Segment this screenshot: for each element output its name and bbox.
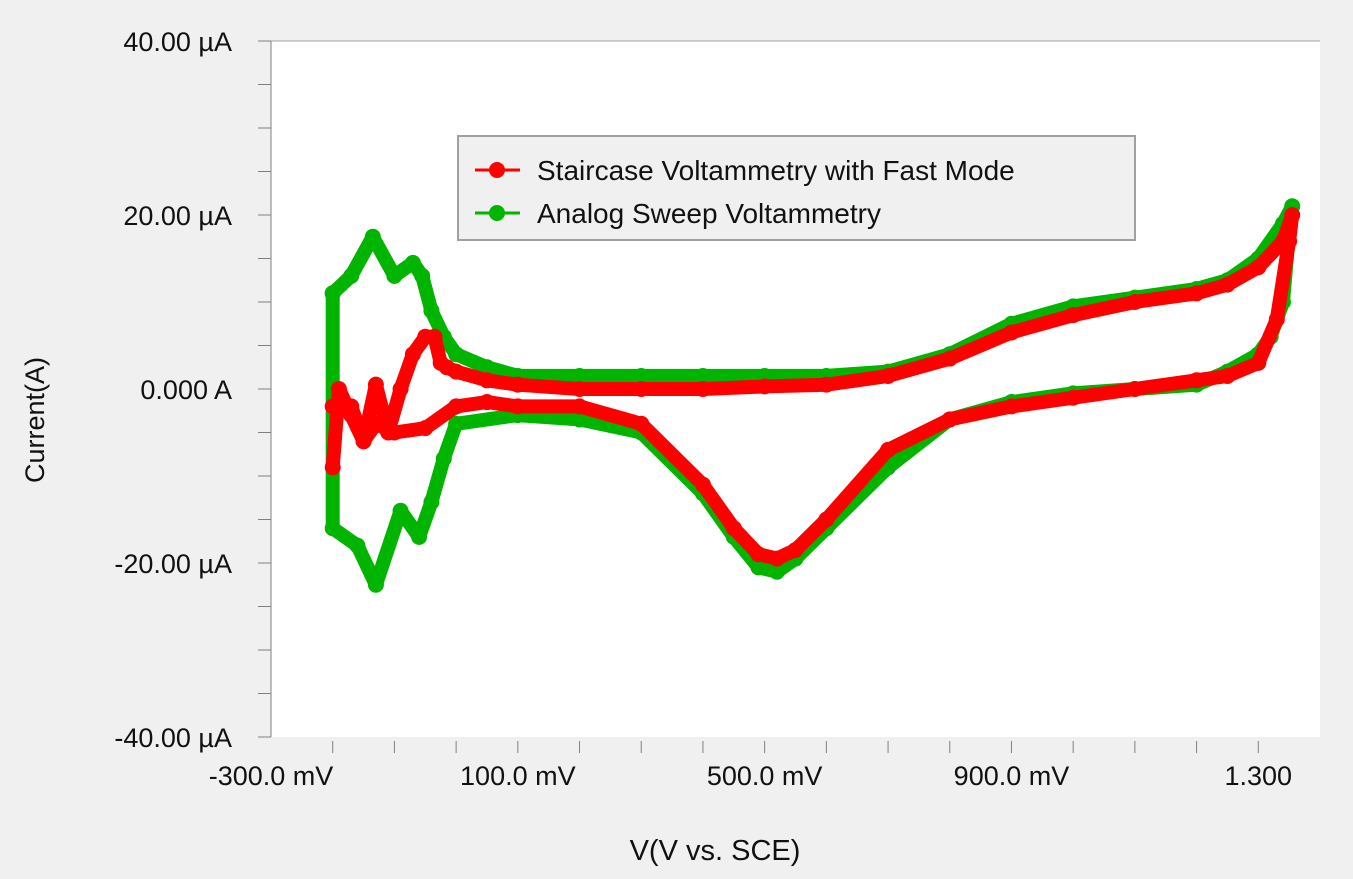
data-point — [355, 433, 372, 450]
data-point — [364, 228, 381, 245]
legend-marker-staircase — [489, 162, 505, 178]
data-point — [386, 267, 403, 284]
data-point — [1126, 294, 1143, 310]
legend-label-analog: Analog Sweep Voltammetry — [537, 198, 881, 229]
data-point — [1003, 398, 1020, 415]
data-point — [478, 394, 495, 411]
data-point — [1284, 207, 1301, 223]
data-point — [1219, 367, 1236, 384]
x-tick-label: 900.0 mV — [954, 761, 1070, 791]
data-point — [324, 285, 341, 302]
data-point — [750, 559, 767, 576]
data-point — [324, 459, 341, 476]
data-point — [448, 346, 465, 363]
data-point — [768, 563, 785, 580]
data-point — [571, 411, 588, 428]
data-point — [417, 420, 434, 437]
legend-marker-analog — [489, 205, 505, 221]
legend-box — [457, 135, 1136, 241]
x-tick-label: 100.0 mV — [460, 761, 576, 791]
data-point — [367, 415, 384, 432]
data-point — [1065, 307, 1082, 324]
data-point — [818, 511, 835, 528]
x-tick-label: -300.0 mV — [209, 761, 334, 791]
data-point — [435, 450, 452, 467]
data-point — [367, 576, 384, 593]
x-tick-label: 500.0 mV — [707, 761, 823, 791]
data-point — [392, 502, 409, 519]
data-point — [1250, 354, 1267, 371]
data-point — [411, 528, 428, 545]
data-point — [1003, 324, 1020, 341]
data-point — [1268, 311, 1285, 328]
data-point — [404, 254, 421, 271]
data-point — [1065, 389, 1082, 406]
y-tick-label: 0.000 A — [140, 375, 232, 405]
data-point — [571, 398, 588, 415]
data-point — [448, 363, 465, 380]
data-point — [343, 267, 360, 284]
data-point — [448, 415, 465, 432]
data-point — [1219, 276, 1236, 293]
data-point — [756, 378, 773, 395]
legend-label-staircase: Staircase Voltammetry with Fast Mode — [537, 155, 1015, 186]
data-point — [349, 537, 366, 554]
data-point — [392, 381, 409, 397]
data-point — [571, 367, 588, 384]
data-point — [694, 381, 711, 397]
data-point — [694, 476, 711, 493]
data-point — [633, 415, 650, 432]
y-tick-label: -40.00 µA — [114, 723, 232, 753]
data-point — [818, 376, 835, 393]
x-tick-label: 1.300 — [1225, 761, 1293, 791]
data-point — [448, 398, 465, 415]
data-point — [1126, 381, 1143, 397]
data-point — [478, 359, 495, 376]
data-point — [1281, 233, 1298, 250]
data-point — [1250, 259, 1267, 276]
legend: Staircase Voltammetry with Fast Mode Ana… — [457, 135, 1136, 241]
data-point — [509, 398, 526, 415]
data-point — [725, 520, 742, 537]
data-point — [880, 441, 897, 458]
data-point — [941, 411, 958, 428]
data-point — [750, 546, 767, 563]
data-point — [423, 302, 440, 319]
data-point — [787, 541, 804, 558]
data-point — [880, 367, 897, 384]
data-point — [404, 346, 421, 363]
data-point — [386, 424, 403, 441]
data-point — [1188, 372, 1205, 389]
data-point — [633, 367, 650, 384]
data-point — [694, 367, 711, 384]
data-point — [633, 381, 650, 397]
data-point — [324, 520, 341, 537]
data-point — [343, 398, 360, 415]
data-point — [768, 550, 785, 567]
y-tick-label: -20.00 µA — [114, 549, 232, 579]
y-axis-label: Current(A) — [20, 357, 50, 483]
x-axis-label: V(V vs. SCE) — [630, 835, 801, 867]
y-tick-label: 40.00 µA — [123, 27, 232, 57]
data-point — [423, 494, 440, 511]
data-point — [330, 381, 347, 397]
data-point — [426, 328, 443, 345]
data-point — [941, 350, 958, 367]
data-point — [324, 398, 341, 415]
data-point — [1188, 285, 1205, 302]
data-point — [478, 372, 495, 389]
data-point — [367, 376, 384, 393]
data-point — [571, 381, 588, 397]
data-point — [414, 267, 431, 284]
y-tick-label: 20.00 µA — [123, 201, 232, 231]
data-point — [509, 376, 526, 393]
